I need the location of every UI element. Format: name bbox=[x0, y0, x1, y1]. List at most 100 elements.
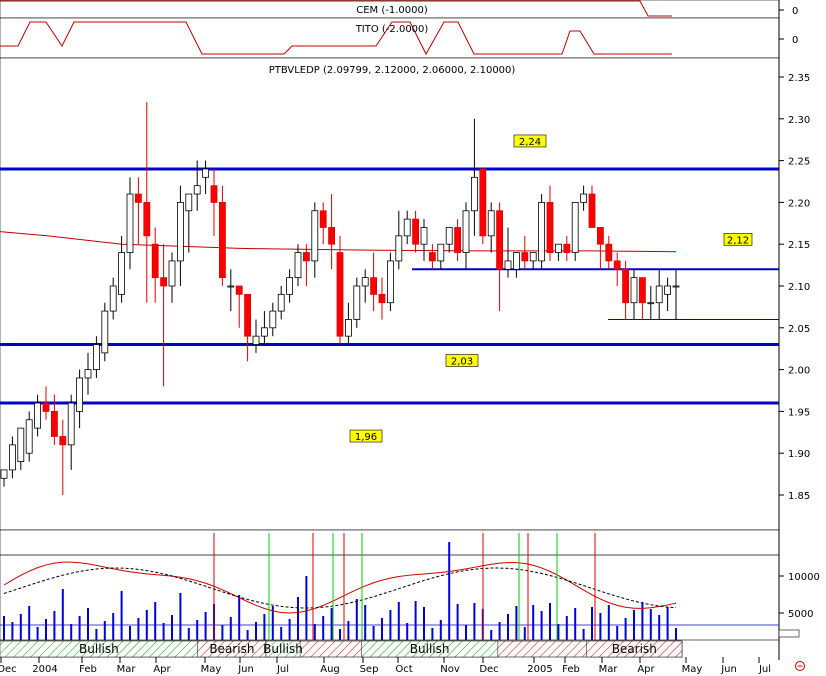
candle-body bbox=[672, 285, 680, 288]
tito-axis-value: 0 bbox=[792, 35, 798, 46]
candle-body bbox=[378, 293, 386, 304]
price-tick-label: 2.15 bbox=[788, 240, 810, 251]
regime-segment bbox=[586, 640, 683, 658]
candle-body bbox=[59, 436, 67, 446]
candle-body bbox=[109, 285, 117, 312]
candle-body bbox=[470, 176, 478, 212]
candle-body bbox=[454, 227, 462, 253]
candle-body bbox=[17, 427, 25, 462]
candle-body bbox=[218, 201, 226, 279]
candle-body bbox=[395, 235, 403, 262]
candle-body bbox=[84, 369, 92, 379]
date-tick-label: Apr bbox=[637, 664, 655, 675]
regime-label: Bullish bbox=[263, 642, 303, 656]
candle-body bbox=[647, 302, 655, 305]
candle-body bbox=[244, 293, 252, 337]
candle-body bbox=[613, 260, 621, 270]
candle-body bbox=[445, 227, 453, 245]
regime-label: Bullish bbox=[410, 642, 450, 656]
level-label: 1,96 bbox=[355, 432, 377, 443]
candle-body bbox=[630, 277, 638, 304]
price-tick-label: 1.90 bbox=[788, 449, 810, 460]
candle-body bbox=[462, 210, 470, 253]
candle-body bbox=[151, 243, 159, 279]
date-axis: Dec 2004 Feb Mar Apr May Jun Jul Aug Sep Oct Nov Dec… bbox=[0, 657, 771, 675]
price-tick-label: 2.25 bbox=[788, 157, 810, 168]
candle-body bbox=[664, 285, 671, 295]
candle-body bbox=[160, 277, 168, 287]
candle-body bbox=[34, 402, 41, 429]
date-tick-label: Feb bbox=[562, 664, 580, 675]
resistance-label-box bbox=[723, 232, 753, 246]
regime-label: Bearish bbox=[209, 642, 254, 656]
scroll-thumb[interactable] bbox=[778, 629, 800, 638]
candle-body bbox=[143, 201, 151, 237]
candle-body bbox=[353, 285, 361, 320]
candle-body bbox=[185, 193, 193, 212]
candle-body bbox=[529, 252, 537, 262]
level-label-box bbox=[513, 134, 547, 148]
zoom-out-icon[interactable] bbox=[795, 661, 805, 671]
date-tick-label: 2004 bbox=[32, 664, 57, 675]
candle-body bbox=[134, 193, 142, 203]
price-title: PTBVLEDP (2.09799, 2.12000, 2.06000, 2.1… bbox=[269, 65, 516, 76]
candle-body bbox=[344, 319, 352, 337]
candle-body bbox=[622, 268, 629, 304]
price-tick-label: 2.05 bbox=[788, 324, 810, 335]
level-label-box bbox=[349, 429, 383, 443]
candle-body bbox=[496, 210, 504, 270]
candle-body bbox=[286, 277, 294, 295]
candle-body bbox=[504, 260, 512, 270]
candle-body bbox=[311, 210, 319, 262]
regime-segment bbox=[265, 640, 301, 658]
date-tick-label: 2005 bbox=[527, 664, 552, 675]
date-tick-label: Aug bbox=[320, 664, 340, 675]
candle-body bbox=[639, 277, 646, 304]
candle-body bbox=[580, 193, 587, 203]
price-tick-label: 1.95 bbox=[788, 407, 810, 418]
cem-line bbox=[0, 0, 672, 17]
date-tick-label: Jul bbox=[276, 664, 289, 675]
candle-body bbox=[51, 410, 58, 437]
regime-segment bbox=[361, 640, 499, 658]
candle-body bbox=[260, 327, 268, 337]
date-tick-label: May bbox=[682, 664, 703, 675]
date-tick-label: Jun bbox=[237, 664, 254, 675]
date-tick-label: Jul bbox=[758, 664, 771, 675]
price-tick-label: 1.85 bbox=[788, 491, 810, 502]
volume-panel-content: 10000 5000 bbox=[0, 533, 820, 640]
tito-label: TITO (-2.0000) bbox=[355, 24, 429, 35]
price-tick-label: 2.35 bbox=[788, 73, 810, 84]
level-label: 2,24 bbox=[519, 137, 541, 148]
candle-body bbox=[605, 243, 613, 262]
regime-label: Bullish bbox=[79, 642, 119, 656]
candle-body bbox=[76, 377, 83, 412]
candle-body bbox=[336, 252, 344, 337]
date-tick-label: Nov bbox=[440, 664, 460, 675]
candle-body bbox=[420, 227, 428, 245]
candle-body bbox=[319, 210, 327, 228]
candle-body bbox=[302, 252, 310, 262]
price-axis: 2.35 2.30 2.25 2.20 2.15 2.10 2.05 2.00 1.95 1.90… bbox=[779, 73, 810, 502]
candle-body bbox=[571, 201, 579, 253]
support-resistance-levels: 2,24 2,03 1,96 2,12 bbox=[0, 134, 779, 443]
candle-body bbox=[210, 185, 218, 203]
candle-body bbox=[235, 285, 243, 295]
candle-body bbox=[479, 168, 487, 237]
candle-body bbox=[546, 201, 554, 253]
candle-body bbox=[67, 402, 75, 446]
cem-label: CEM (-1.0000) bbox=[356, 5, 428, 16]
candle-body bbox=[513, 252, 520, 270]
candle-body bbox=[521, 252, 529, 262]
cem-axis-value: 0 bbox=[792, 6, 798, 17]
date-tick-label: Jun bbox=[720, 664, 737, 675]
price-tick-label: 2.10 bbox=[788, 282, 810, 293]
candle-body bbox=[328, 227, 336, 245]
date-tick-label: Dec bbox=[479, 664, 498, 675]
candle-body bbox=[294, 252, 302, 279]
candle-body bbox=[269, 310, 277, 329]
date-tick-label: Sep bbox=[360, 664, 379, 675]
level-label-box bbox=[445, 354, 479, 367]
date-tick-label: Apr bbox=[153, 664, 171, 675]
